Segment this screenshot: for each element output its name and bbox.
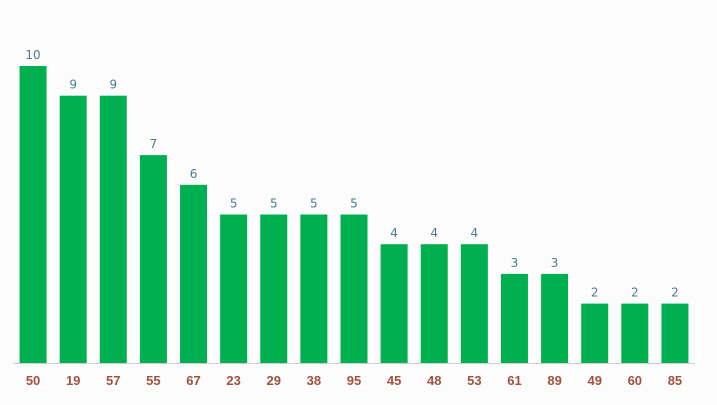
- x-tick-label-85: 85: [668, 373, 682, 388]
- bar-45: [380, 244, 408, 363]
- bar-value-label-48: 4: [430, 226, 438, 240]
- bar-value-label-23: 5: [230, 197, 238, 211]
- bar-value-label-38: 5: [310, 197, 318, 211]
- bar-value-label-50: 10: [25, 48, 40, 62]
- bar-89: [541, 273, 569, 363]
- x-tick-label-89: 89: [547, 373, 561, 388]
- bar-19: [59, 95, 87, 363]
- x-tick-label-23: 23: [226, 373, 240, 388]
- x-tick-label-57: 57: [106, 373, 120, 388]
- bar-61: [500, 273, 528, 363]
- bar-53: [460, 244, 488, 363]
- x-tick-label-49: 49: [587, 373, 601, 388]
- x-tick-label-67: 67: [186, 373, 200, 388]
- x-tick-label-53: 53: [467, 373, 481, 388]
- bar-value-label-85: 2: [671, 286, 679, 300]
- bar-95: [340, 214, 368, 363]
- bar-value-label-49: 2: [591, 286, 599, 300]
- bar-value-label-29: 5: [270, 197, 278, 211]
- bar-value-label-19: 9: [69, 78, 77, 92]
- x-tick-label-19: 19: [66, 373, 80, 388]
- bar-67: [180, 184, 208, 363]
- x-tick-label-50: 50: [26, 373, 40, 388]
- tick-labels-layer: 50 19 57 55 67 23 29 38 95 45 48 53 61 89 49 60 85: [26, 373, 682, 388]
- bar-60: [621, 303, 649, 363]
- x-tick-label-48: 48: [427, 373, 441, 388]
- bar-value-label-89: 3: [551, 256, 559, 270]
- bar-value-label-53: 4: [471, 226, 479, 240]
- bar-value-label-55: 7: [150, 137, 158, 151]
- x-tick-label-95: 95: [347, 373, 361, 388]
- bar-48: [420, 244, 448, 363]
- bar-23: [220, 214, 248, 363]
- bar-value-label-45: 4: [390, 226, 398, 240]
- bar-55: [139, 155, 167, 363]
- x-tick-label-29: 29: [267, 373, 281, 388]
- bar-value-label-61: 3: [511, 256, 519, 270]
- bar-49: [581, 303, 609, 363]
- x-tick-label-45: 45: [387, 373, 401, 388]
- x-tick-label-61: 61: [507, 373, 521, 388]
- bar-29: [260, 214, 288, 363]
- bar-value-label-60: 2: [631, 286, 639, 300]
- bar-value-label-67: 6: [190, 167, 198, 181]
- value-labels-layer: 10 9 9 7 6 5 5 5 5 4 4 4 3 3 2 2 2: [25, 48, 678, 300]
- bar-38: [300, 214, 328, 363]
- x-tick-label-55: 55: [146, 373, 160, 388]
- bars-layer: [19, 66, 689, 363]
- bar-85: [661, 303, 689, 363]
- bar-value-label-57: 9: [109, 78, 117, 92]
- bar-value-label-95: 5: [350, 197, 358, 211]
- x-tick-label-38: 38: [307, 373, 321, 388]
- bar-50: [19, 66, 47, 363]
- bar-57: [99, 95, 127, 363]
- x-tick-label-60: 60: [628, 373, 642, 388]
